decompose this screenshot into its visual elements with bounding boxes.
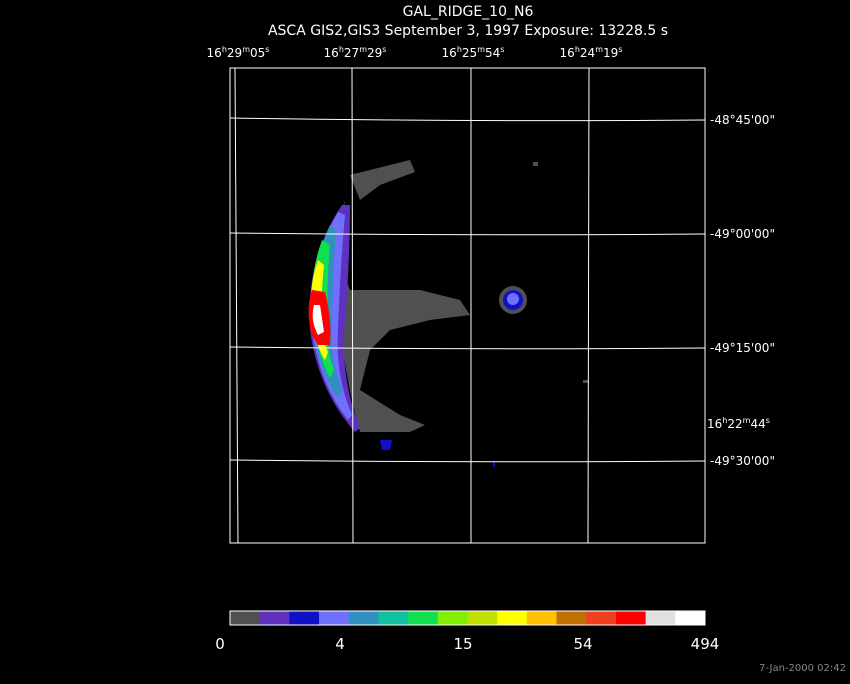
ra-value: 05 xyxy=(250,46,265,60)
colorbar-label: 0 xyxy=(215,635,225,653)
colorbar-segment xyxy=(289,611,320,625)
colorbar-label: 494 xyxy=(691,635,720,653)
ra-value: 16 xyxy=(442,46,457,60)
coordinate-grid xyxy=(229,67,706,544)
ra-unit: h xyxy=(339,45,344,54)
ra-unit: s xyxy=(265,45,269,54)
ra-value: 19 xyxy=(603,46,618,60)
ra-label: 16h25m54s xyxy=(442,45,505,60)
colorbar-label: 54 xyxy=(573,635,592,653)
ra-unit: m xyxy=(242,45,250,54)
colorbar-segment xyxy=(497,611,528,625)
ra-unit: m xyxy=(595,45,603,54)
ra-value: 44 xyxy=(750,417,765,431)
ra-unit: h xyxy=(722,416,727,425)
ra-label: 16h29m05s xyxy=(207,45,270,60)
subtitle: ASCA GIS2,GIS3 September 3, 1997 Exposur… xyxy=(268,23,668,39)
colorbar-segment xyxy=(408,611,439,625)
ra-value: 22 xyxy=(727,417,742,431)
x-ray-image xyxy=(308,160,588,467)
colorbar-frame xyxy=(229,610,706,626)
colorbar-segment xyxy=(467,611,498,625)
ra-unit: s xyxy=(382,45,386,54)
dec-label: -48°45'00" xyxy=(710,113,775,127)
colorbar-label: 15 xyxy=(453,635,472,653)
ra-value: 54 xyxy=(485,46,500,60)
ra-value: 16 xyxy=(207,46,222,60)
colorbar-segment xyxy=(526,611,558,625)
ra-value: 16 xyxy=(707,417,722,431)
ra-unit: h xyxy=(457,45,462,54)
ra-unit: m xyxy=(477,45,485,54)
colorbar-segment xyxy=(259,611,290,625)
dec-label: -49°00'00" xyxy=(710,227,775,241)
colorbar-segment xyxy=(675,611,706,625)
ra-unit: s xyxy=(618,45,622,54)
ra-label: 16h22m44s xyxy=(707,416,770,431)
colorbar-segment xyxy=(645,611,676,625)
ra-value: 25 xyxy=(462,46,477,60)
title: GAL_RIDGE_10_N6 xyxy=(403,4,534,20)
ra-unit: s xyxy=(500,45,504,54)
colorbar-segment xyxy=(230,611,261,625)
ra-unit: m xyxy=(743,416,751,425)
ra-value: 16 xyxy=(560,46,575,60)
ra-value: 29 xyxy=(227,46,242,60)
ra-unit: h xyxy=(575,45,580,54)
ra-value: 16 xyxy=(324,46,339,60)
ra-unit: h xyxy=(222,45,227,54)
ra-label: 16h24m19s xyxy=(560,45,623,60)
ra-value: 24 xyxy=(580,46,595,60)
dec-label: -49°15'00" xyxy=(710,341,775,355)
colorbar-segment xyxy=(586,611,617,625)
ra-unit: s xyxy=(766,416,770,425)
colorbar: 0 4 15 54 494 xyxy=(215,610,720,653)
dec-label: -49°30'00" xyxy=(710,454,775,468)
colorbar-segment xyxy=(615,611,647,625)
colorbar-segment xyxy=(437,611,468,625)
colorbar-label: 4 xyxy=(335,635,345,653)
timestamp: 7-Jan-2000 02:42 xyxy=(759,663,846,674)
ra-unit: m xyxy=(359,45,367,54)
colorbar-segment xyxy=(319,611,350,625)
colorbar-segment xyxy=(556,611,587,625)
ra-value: 29 xyxy=(367,46,382,60)
colorbar-segment xyxy=(348,611,379,625)
colorbar-segment xyxy=(378,611,409,625)
ra-value: 27 xyxy=(344,46,359,60)
ra-label: 16h27m29s xyxy=(324,45,387,60)
